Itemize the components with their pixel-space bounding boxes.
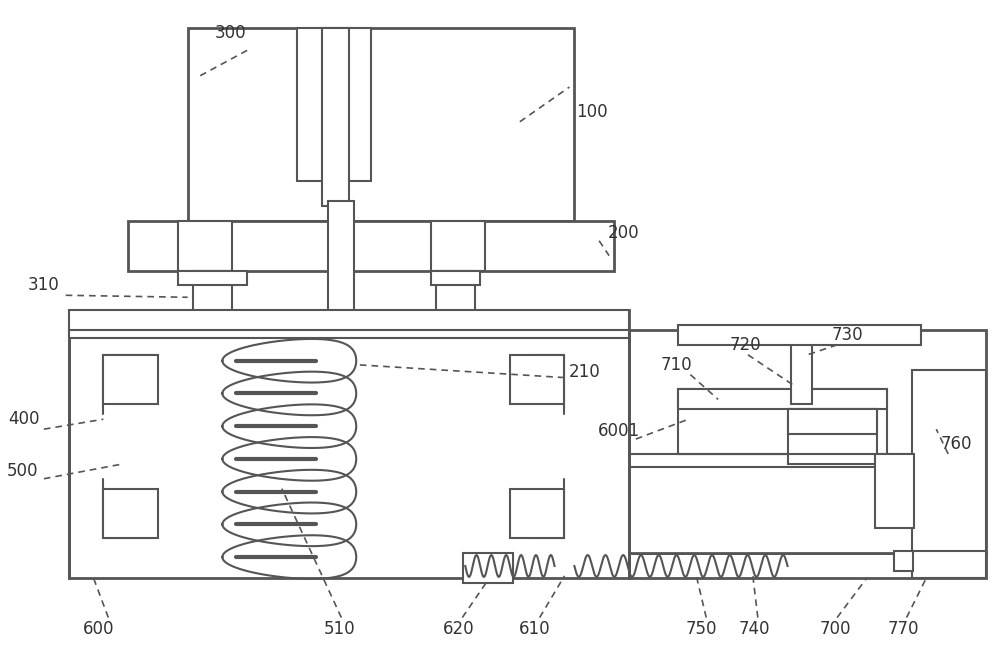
Text: 6001: 6001 [598, 422, 640, 440]
Text: 500: 500 [6, 462, 38, 480]
Bar [510, 355, 564, 405]
Bar [463, 553, 513, 583]
Text: 730: 730 [831, 326, 863, 344]
Text: 510: 510 [324, 621, 355, 639]
Bar [629, 553, 986, 578]
Text: 200: 200 [608, 224, 640, 242]
Bar [436, 270, 475, 399]
Text: 760: 760 [940, 435, 972, 453]
Bar [678, 389, 887, 454]
Text: 400: 400 [8, 411, 40, 428]
Text: 100: 100 [576, 103, 608, 121]
Bar [788, 409, 877, 464]
Text: 300: 300 [214, 24, 246, 42]
Text: 600: 600 [83, 621, 114, 639]
Bar [328, 201, 354, 385]
Bar [297, 28, 371, 181]
Bar [791, 330, 812, 405]
Bar [788, 409, 877, 434]
Text: 610: 610 [519, 621, 551, 639]
Bar [678, 325, 921, 345]
Bar [188, 28, 574, 221]
Text: 310: 310 [28, 276, 60, 295]
Bar [69, 310, 629, 578]
Bar [875, 454, 914, 529]
Text: 740: 740 [739, 621, 771, 639]
Bar [894, 551, 913, 571]
Bar [510, 488, 564, 538]
Bar [912, 551, 986, 578]
Bar [178, 221, 232, 270]
Text: 770: 770 [888, 621, 919, 639]
Bar [431, 270, 480, 285]
Text: 750: 750 [686, 621, 717, 639]
Bar [431, 221, 485, 270]
Bar [178, 270, 247, 285]
Text: 210: 210 [568, 362, 600, 381]
Text: 620: 620 [443, 621, 474, 639]
Bar [193, 270, 232, 399]
Bar [322, 28, 349, 206]
Bar [69, 330, 629, 338]
Bar [128, 221, 614, 270]
Text: 720: 720 [730, 336, 762, 354]
Bar [103, 355, 158, 405]
Bar [912, 370, 986, 553]
Text: 700: 700 [819, 621, 851, 639]
Bar [69, 310, 629, 332]
Text: 710: 710 [661, 356, 692, 374]
Bar [629, 330, 986, 553]
Bar [103, 488, 158, 538]
Bar [678, 389, 887, 409]
